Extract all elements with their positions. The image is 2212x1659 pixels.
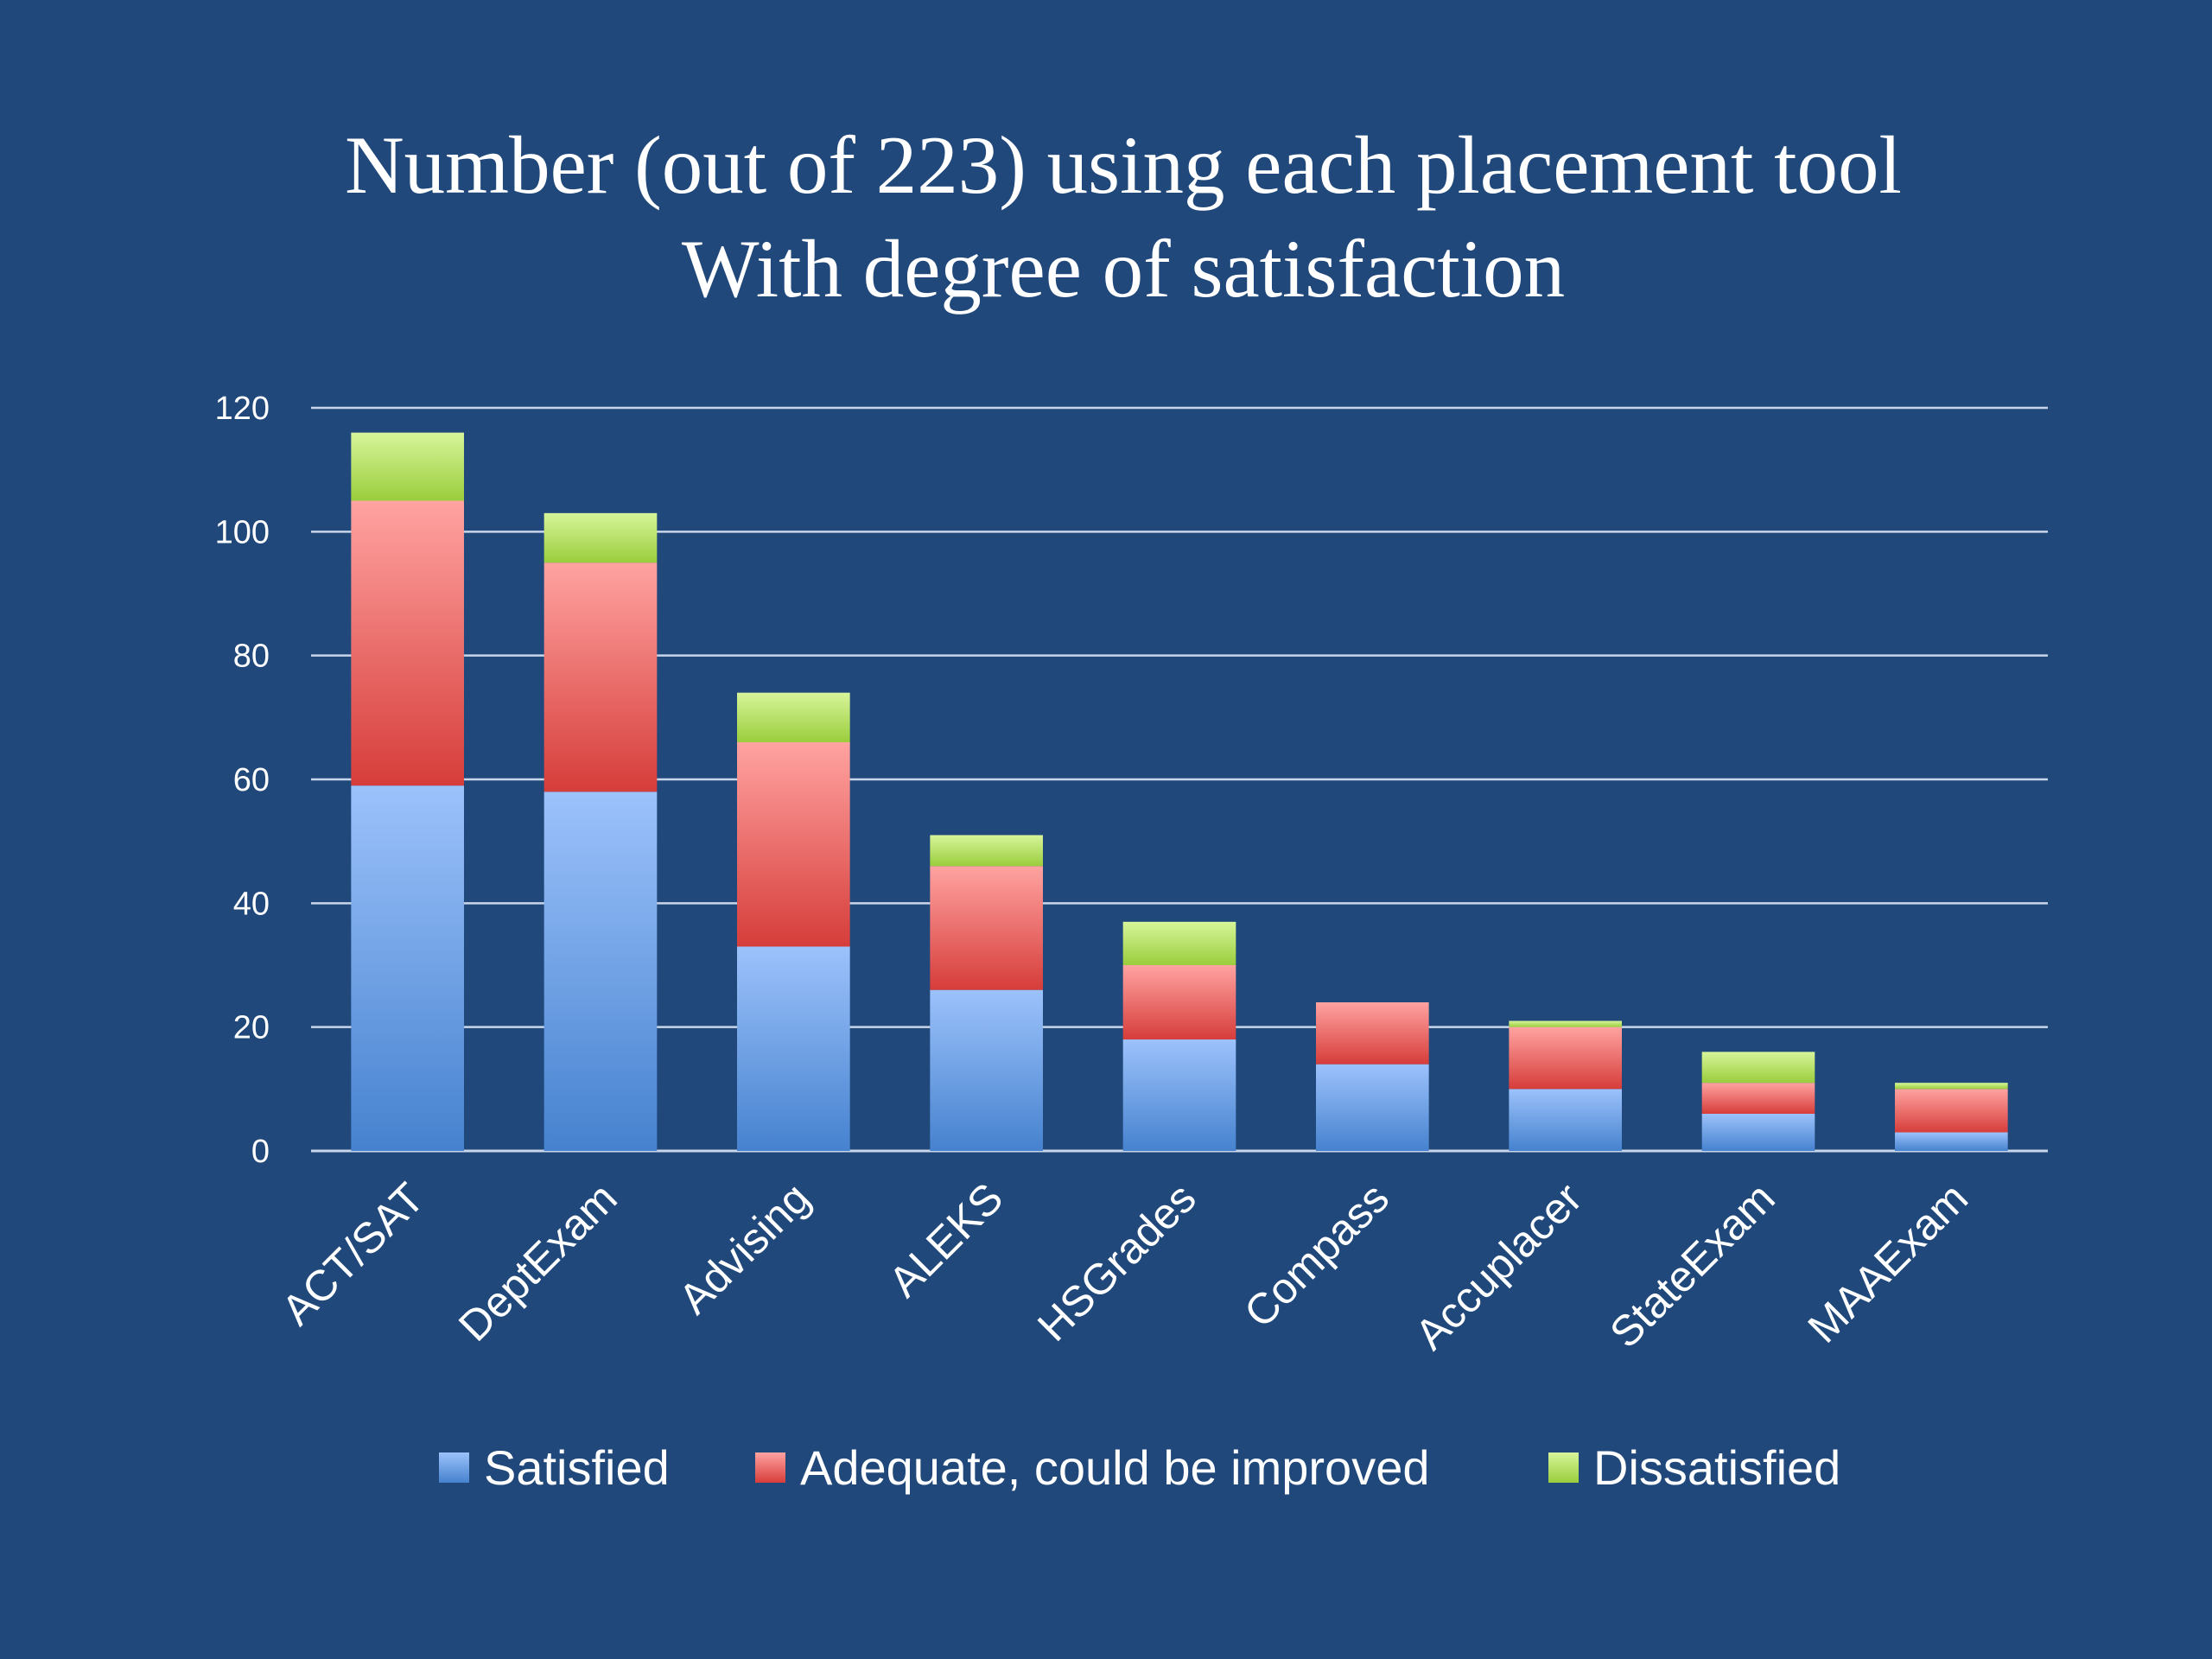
y-tick-label: 0 [251, 1134, 270, 1170]
bar-segment-dissatisfied [930, 835, 1043, 867]
x-category-label: ACT/SAT [272, 1173, 433, 1334]
legend-label: Satisfied [484, 1440, 670, 1495]
bar-segment-satisfied [1895, 1132, 2008, 1151]
y-tick-label: 20 [233, 1010, 270, 1046]
bar-segment-adequate-could-be-improved [1895, 1089, 2008, 1133]
legend-swatch [1548, 1452, 1579, 1483]
x-category-label: Advising [670, 1173, 819, 1323]
legend-label: Dissatisfied [1593, 1440, 1840, 1495]
bar-segment-satisfied [351, 785, 464, 1151]
y-tick-label: 40 [233, 886, 270, 922]
bar-segment-satisfied [1122, 1039, 1236, 1151]
bar-segment-adequate-could-be-improved [1316, 1002, 1429, 1065]
x-category-label: Accuplacer [1406, 1173, 1591, 1358]
bars [351, 432, 2008, 1151]
legend-swatch [755, 1452, 785, 1483]
bar-segment-dissatisfied [737, 692, 850, 742]
bar-segment-satisfied [1509, 1089, 1622, 1151]
legend: Satisfied Adequate, could be improved Diss… [439, 1440, 1840, 1495]
x-category-label: Compass [1235, 1173, 1398, 1337]
bar-segment-dissatisfied [543, 512, 658, 563]
bar-segment-adequate-could-be-improved [351, 500, 464, 786]
bar-segment-dissatisfied [1895, 1083, 2008, 1090]
bar-segment-satisfied [1701, 1114, 1815, 1151]
x-category-label: ALEKS [880, 1173, 1013, 1306]
bar-segment-adequate-could-be-improved [1122, 965, 1236, 1039]
y-axis-ticks: 0 20 40 60 80 100 120 [215, 391, 270, 1170]
bar-segment-satisfied [737, 946, 850, 1151]
bar-segment-adequate-could-be-improved [1701, 1083, 1815, 1114]
x-category-label: HSGrades [1028, 1173, 1205, 1351]
legend-label: Adequate, could be improved [800, 1440, 1430, 1495]
x-category-label: StateExam [1600, 1173, 1784, 1357]
bar-segment-satisfied [543, 791, 658, 1151]
legend-swatch [439, 1452, 469, 1483]
y-tick-label: 120 [215, 391, 270, 427]
y-tick-label: 100 [215, 514, 270, 550]
chart-title-line-2: With degree of satisfaction [682, 223, 1565, 315]
y-tick-label: 60 [233, 762, 270, 798]
bar-segment-dissatisfied [1122, 921, 1236, 965]
y-tick-label: 80 [233, 639, 270, 675]
bar-segment-dissatisfied [1701, 1052, 1815, 1084]
chart-title-line-1: Number (out of 223) using each placement… [345, 119, 1902, 211]
x-category-label: DeptExam [449, 1173, 626, 1351]
bar-segment-adequate-could-be-improved [1509, 1027, 1622, 1090]
bar-segment-adequate-could-be-improved [543, 563, 658, 792]
bar-segment-adequate-could-be-improved [930, 866, 1043, 990]
x-axis-categories: ACT/SAT DeptExam Advising ALEKS HSGrades Comp… [272, 1173, 1977, 1358]
bar-segment-satisfied [930, 989, 1043, 1151]
x-category-label: MAAExam [1799, 1173, 1978, 1352]
bar-segment-satisfied [1316, 1064, 1429, 1151]
bar-segment-dissatisfied [351, 432, 464, 501]
bar-segment-dissatisfied [1509, 1020, 1622, 1027]
bar-segment-adequate-could-be-improved [737, 742, 850, 947]
